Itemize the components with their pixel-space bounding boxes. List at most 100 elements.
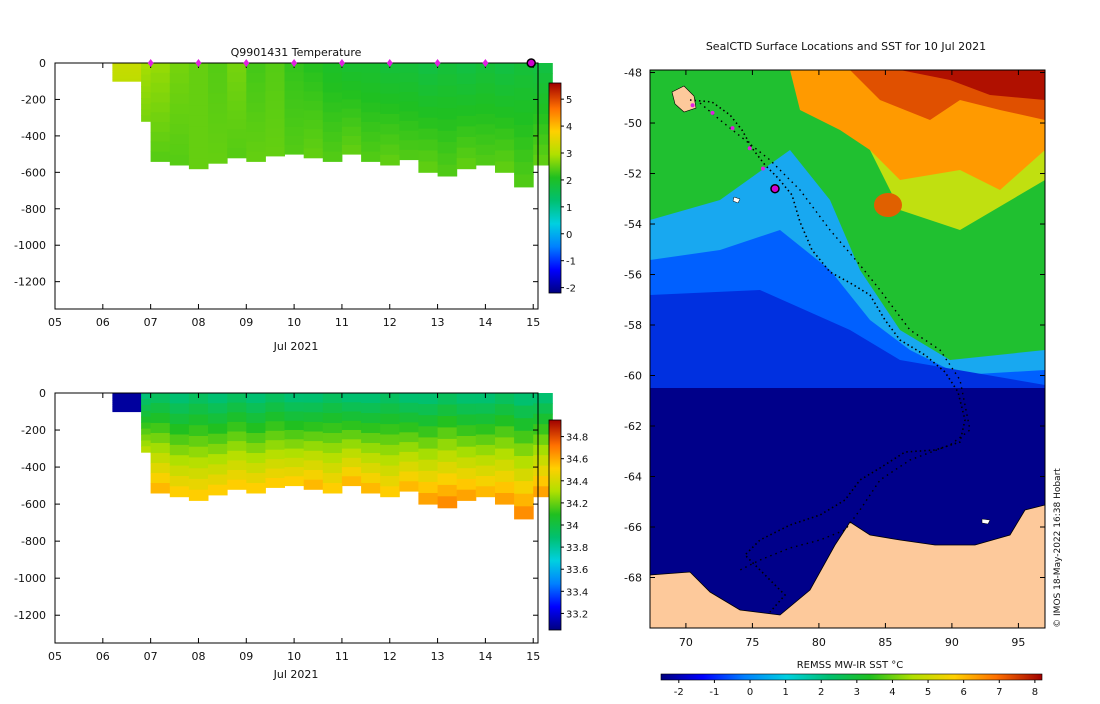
temperature-cell <box>284 72 305 82</box>
temperature-cell <box>380 114 400 125</box>
salinity-cell <box>303 412 324 423</box>
temperature-cell <box>399 140 419 151</box>
temperature-cell <box>246 63 266 74</box>
salinity-cell <box>322 483 343 494</box>
salinity-cell <box>141 422 152 429</box>
salinity-cell <box>265 393 285 403</box>
salinity-cell <box>112 396 142 400</box>
salinity-cell <box>456 425 477 437</box>
salinity-cell <box>361 393 381 404</box>
salinity-x-tick-label: 10 <box>287 650 301 663</box>
profile-marker <box>434 59 441 67</box>
temperature-cell <box>227 138 247 149</box>
salinity-cell <box>265 449 285 460</box>
temperature-cell <box>437 63 458 75</box>
salinity-cell <box>437 393 458 405</box>
temperature-cell <box>341 108 362 119</box>
sst-field <box>650 70 1045 628</box>
temperature-cell <box>495 150 515 162</box>
salinity-x-tick-label: 13 <box>431 650 445 663</box>
temperature-cell <box>303 119 324 130</box>
salinity-cell <box>456 403 477 415</box>
salinity-cell <box>246 403 266 414</box>
salinity-colorbar-tick-label: 33.6 <box>566 565 588 576</box>
temperature-cell <box>341 99 362 109</box>
salinity-cell <box>265 402 285 413</box>
temperature-cell <box>303 138 324 149</box>
temperature-cell <box>284 145 305 155</box>
map-y-tick-label: -64 <box>624 471 642 484</box>
salinity-cell <box>380 403 400 415</box>
salinity-cell <box>303 479 324 490</box>
temperature-cell <box>150 122 171 133</box>
salinity-cell <box>303 421 324 432</box>
salinity-cell <box>208 433 228 445</box>
temperature-cell <box>322 131 343 143</box>
salinity-cell <box>399 451 419 463</box>
salinity-cell <box>514 481 534 495</box>
temperature-cell <box>265 63 285 73</box>
salinity-cell <box>495 470 515 483</box>
temperature-cell <box>112 68 142 71</box>
temperature-x-tick-label: 08 <box>191 316 205 329</box>
salinity-cell <box>418 470 438 483</box>
salinity-cell <box>380 434 400 446</box>
salinity-y-tick-label: 0 <box>39 387 46 400</box>
salinity-cell <box>150 413 171 424</box>
temperature-cell <box>475 134 496 146</box>
salinity-cell <box>150 473 171 484</box>
salinity-cell <box>456 436 477 448</box>
salinity-cell <box>150 453 171 464</box>
temperature-cell <box>437 74 458 87</box>
temperature-cell <box>112 64 142 68</box>
temperature-cell <box>169 124 190 135</box>
temperature-y-tick-label: -800 <box>21 203 46 216</box>
salinity-cell <box>418 393 438 405</box>
temperature-cell <box>246 122 266 133</box>
salinity-cell <box>533 403 553 415</box>
map-x-tick-label: 95 <box>1011 636 1025 649</box>
salinity-colorbar-tick-label: 34.2 <box>566 499 588 510</box>
temperature-cell <box>322 141 343 152</box>
salinity-cell <box>112 393 142 396</box>
salinity-cell <box>533 465 553 477</box>
salinity-cell <box>169 476 190 487</box>
salinity-cell <box>456 489 477 501</box>
profile-marker <box>386 59 393 67</box>
temperature-cell <box>265 146 285 157</box>
temperature-cell <box>361 151 381 162</box>
salinity-cell <box>418 448 438 461</box>
salinity-cell <box>141 410 152 418</box>
temperature-cell <box>246 102 266 113</box>
salinity-colorbar-tick-label: 34.6 <box>566 455 588 466</box>
salinity-cell <box>495 393 515 405</box>
temperature-cell <box>533 144 553 156</box>
salinity-cell <box>169 444 190 456</box>
salinity-cell <box>495 459 515 472</box>
temperature-cell <box>265 81 285 92</box>
map-colorbar-tick-label: 4 <box>889 687 895 698</box>
temperature-y-tick-label: -1200 <box>14 276 46 289</box>
temperature-cell <box>495 84 515 97</box>
temperature-cell <box>456 137 477 149</box>
salinity-cell <box>437 473 458 486</box>
salinity-cell <box>361 483 381 494</box>
temperature-cell <box>399 149 419 161</box>
temperature-cell <box>246 82 266 93</box>
temperature-cell <box>141 63 152 70</box>
temperature-cell <box>150 102 171 113</box>
temperature-cell <box>437 142 458 154</box>
temperature-cell <box>112 70 142 73</box>
temperature-cell <box>322 72 343 84</box>
temperature-cell <box>169 73 190 84</box>
salinity-cell <box>150 423 171 434</box>
temperature-cell <box>437 130 458 143</box>
temperature-cell <box>150 63 171 74</box>
salinity-cell <box>380 393 400 404</box>
recent-surface-location <box>710 110 715 115</box>
salinity-cell <box>533 486 553 498</box>
salinity-cell <box>141 434 152 441</box>
salinity-cell <box>169 403 190 415</box>
salinity-cell <box>514 493 534 507</box>
recent-surface-locations <box>690 103 765 171</box>
